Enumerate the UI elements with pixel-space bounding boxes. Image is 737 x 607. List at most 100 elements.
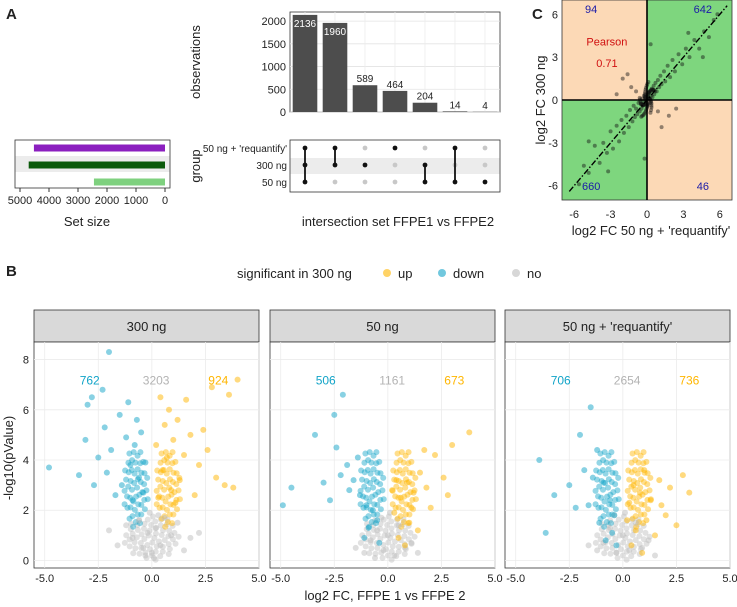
set-size-tick-label: 1000 xyxy=(124,195,148,207)
point-down xyxy=(377,496,384,503)
point-down xyxy=(376,458,383,465)
point-no xyxy=(161,514,168,521)
point-no xyxy=(141,520,148,527)
point-no xyxy=(626,547,633,554)
point-up xyxy=(423,484,430,491)
point-no xyxy=(652,552,658,559)
point-up xyxy=(673,522,680,529)
point-up xyxy=(172,458,179,465)
point-down xyxy=(603,459,610,466)
point-no xyxy=(388,525,395,532)
point-no xyxy=(632,519,639,526)
point-up xyxy=(398,449,405,456)
matrix-dot-empty xyxy=(332,179,338,185)
point-down xyxy=(370,466,377,473)
point-no xyxy=(622,509,628,516)
point-no xyxy=(146,509,153,516)
point-no xyxy=(106,527,112,534)
point-no xyxy=(600,530,607,537)
point-no xyxy=(594,532,601,539)
volcano-xlabel: log2 FC, FFPE 1 vs FFPE 2 xyxy=(304,588,465,603)
point-up xyxy=(181,452,187,458)
bar-ytick-label: 1500 xyxy=(262,39,286,51)
point-up xyxy=(644,481,651,488)
point-up xyxy=(389,487,396,494)
point-down xyxy=(365,457,372,464)
point-up xyxy=(208,384,215,391)
bar xyxy=(322,22,348,113)
point-down xyxy=(607,491,614,498)
point-down xyxy=(592,501,599,508)
matrix-dot-empty xyxy=(482,162,488,168)
point-no xyxy=(370,522,377,529)
bar-value-label: 4 xyxy=(482,101,488,112)
point-down xyxy=(581,467,588,474)
no-count: 1161 xyxy=(379,374,405,388)
point-up xyxy=(406,511,413,518)
point-down xyxy=(370,484,377,491)
point-no xyxy=(144,529,151,536)
point-down xyxy=(612,481,619,488)
count-bottom-left: 660 xyxy=(582,181,600,193)
matrix-row-label: 300 ng xyxy=(256,161,287,172)
x-tick-label: 2.5 xyxy=(198,573,213,585)
point-no xyxy=(130,550,137,557)
point-up xyxy=(631,466,638,473)
x-tick-label: -2.5 xyxy=(560,573,579,585)
volcano-plots: 300 ng 762 3203 924 -5.0 -2.5 0.0 2.5 5.0 0 2 4 6 8 50… xyxy=(23,309,737,585)
point-down xyxy=(134,452,141,459)
c-point xyxy=(640,113,645,118)
point-no xyxy=(414,549,421,556)
point-down xyxy=(587,404,594,411)
point-down xyxy=(131,479,138,486)
legend-title: significant in 300 ng xyxy=(237,266,352,281)
point-no xyxy=(603,545,610,552)
point-no xyxy=(136,517,142,524)
c-point xyxy=(601,140,606,145)
point-down xyxy=(358,467,365,474)
point-down xyxy=(361,534,368,541)
point-down xyxy=(141,506,148,513)
point-up xyxy=(637,489,643,496)
point-down xyxy=(536,457,543,464)
c-point xyxy=(648,42,653,47)
point-up xyxy=(234,376,241,383)
point-down xyxy=(366,449,373,456)
point-down xyxy=(596,483,603,490)
facet-strip xyxy=(33,309,260,343)
point-up xyxy=(168,487,175,494)
point-no xyxy=(157,553,164,560)
c-point xyxy=(648,89,653,94)
point-down xyxy=(126,515,133,522)
c-ylabel: log2 FC 300 ng xyxy=(533,56,548,145)
c-point xyxy=(687,55,692,60)
point-up xyxy=(174,506,181,513)
point-down xyxy=(312,431,318,438)
point-down xyxy=(131,441,138,448)
point-no xyxy=(134,526,141,533)
point-down xyxy=(596,459,603,466)
panel-b-label: B xyxy=(6,263,17,280)
point-up xyxy=(633,449,640,456)
point-up xyxy=(667,484,673,491)
point-no xyxy=(601,550,608,557)
facet-frame xyxy=(504,341,731,569)
point-up xyxy=(226,391,232,398)
c-point xyxy=(649,87,654,92)
point-up xyxy=(393,483,400,490)
point-up xyxy=(163,454,170,461)
point-down xyxy=(608,520,615,527)
point-up xyxy=(170,436,177,443)
point-up xyxy=(400,506,407,513)
point-down xyxy=(602,470,609,477)
x-tick-label: -5.0 xyxy=(271,573,290,585)
c-point xyxy=(648,88,653,93)
point-up xyxy=(154,467,161,474)
c-point xyxy=(642,156,647,161)
point-no xyxy=(594,547,601,554)
set-size-tick-label: 0 xyxy=(162,195,168,207)
c-point xyxy=(631,103,636,108)
point-no xyxy=(384,521,391,528)
point-up xyxy=(166,511,173,518)
